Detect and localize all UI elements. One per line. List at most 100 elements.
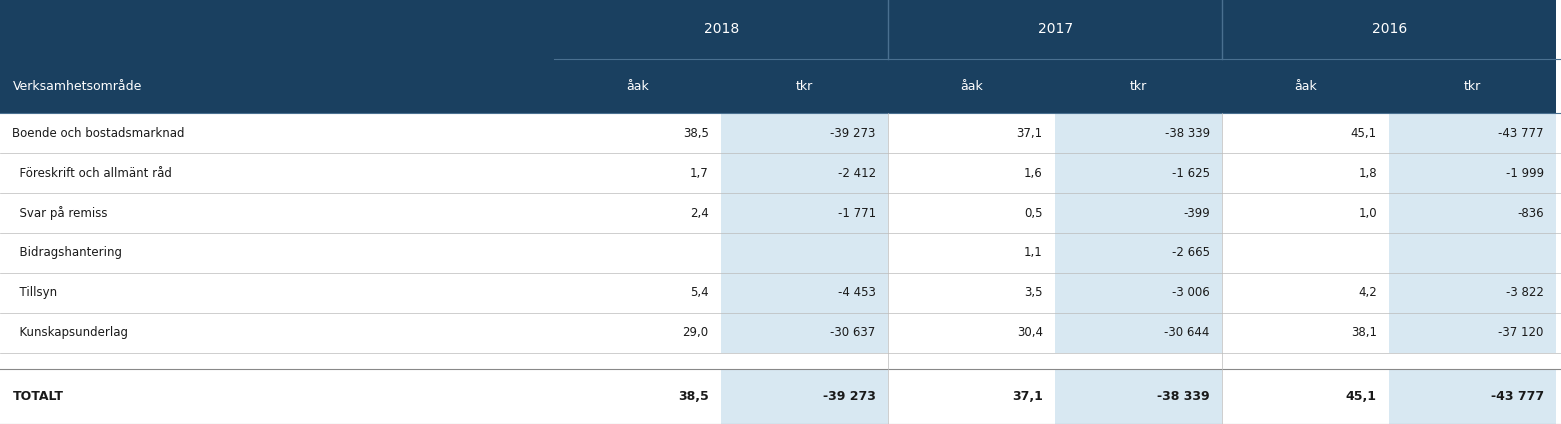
Text: 1,1: 1,1 [1024,246,1043,259]
Text: -4 453: -4 453 [838,286,876,299]
Text: Bidragshantering: Bidragshantering [12,246,122,259]
Bar [554,193,721,233]
Bar [888,273,1055,313]
Bar [721,369,888,424]
Text: Boende och bostadsmarknad: Boende och bostadsmarknad [12,127,186,140]
Bar [1389,313,1556,353]
Text: -3 006: -3 006 [1172,286,1210,299]
Bar [1055,59,1222,113]
Bar [888,193,1055,233]
Text: -30 644: -30 644 [1165,326,1210,339]
Text: -30 637: -30 637 [830,326,876,339]
Bar [0,273,554,313]
Text: 38,5: 38,5 [682,127,709,140]
Text: tkr: tkr [1130,80,1147,92]
Bar [1389,153,1556,193]
Bar [0,369,554,424]
Bar [0,313,554,353]
Bar [1222,193,1389,233]
Bar [1222,59,1389,113]
Text: -399: -399 [1183,206,1210,220]
Text: 38,5: 38,5 [677,390,709,403]
Text: 29,0: 29,0 [682,326,709,339]
Text: -2 665: -2 665 [1172,246,1210,259]
Text: 2017: 2017 [1038,22,1072,36]
Text: Kunskapsunderlag: Kunskapsunderlag [12,326,128,339]
Bar [1389,113,1556,153]
Text: tkr: tkr [1464,80,1481,92]
Bar [1055,153,1222,193]
Text: åak: åak [1294,80,1317,92]
Bar [1055,233,1222,273]
Text: åak: åak [626,80,649,92]
Bar [888,113,1055,153]
Bar [0,113,554,153]
Text: -1 625: -1 625 [1172,167,1210,180]
Text: -1 999: -1 999 [1506,167,1544,180]
Bar [888,59,1055,113]
Bar [721,113,888,153]
Bar [0,0,554,59]
Bar [0,153,554,193]
Bar [721,153,888,193]
Bar [0,233,554,273]
Text: Tillsyn: Tillsyn [12,286,58,299]
Bar [554,233,721,273]
Text: -39 273: -39 273 [830,127,876,140]
Bar [554,313,721,353]
Text: 1,6: 1,6 [1024,167,1043,180]
Bar [1389,273,1556,313]
Bar [888,233,1055,273]
Bar [1222,233,1389,273]
Text: 30,4: 30,4 [1016,326,1043,339]
Text: 5,4: 5,4 [690,286,709,299]
Text: -38 339: -38 339 [1157,390,1210,403]
Text: -43 777: -43 777 [1491,390,1544,403]
Bar [721,273,888,313]
Bar [1222,369,1389,424]
Bar [1222,113,1389,153]
Bar [888,369,1055,424]
Bar [1222,313,1389,353]
Text: Svar på remiss: Svar på remiss [12,206,108,220]
Text: 2018: 2018 [704,22,738,36]
Text: 45,1: 45,1 [1346,390,1377,403]
Bar [1055,273,1222,313]
Bar [554,153,721,193]
Bar [1222,153,1389,193]
Text: -836: -836 [1517,206,1544,220]
Bar [554,113,721,153]
Text: -37 120: -37 120 [1499,326,1544,339]
Bar [1055,313,1222,353]
Bar [1222,273,1389,313]
Bar [1389,59,1556,113]
Text: 1,7: 1,7 [690,167,709,180]
Text: -43 777: -43 777 [1499,127,1544,140]
Text: åak: åak [960,80,983,92]
Text: -39 273: -39 273 [823,390,876,403]
Bar [0,193,554,233]
Text: tkr: tkr [796,80,813,92]
Text: 37,1: 37,1 [1012,390,1043,403]
Bar [1222,0,1556,59]
Bar [721,193,888,233]
Text: -3 822: -3 822 [1506,286,1544,299]
Text: 2,4: 2,4 [690,206,709,220]
Bar [554,59,721,113]
Text: 1,0: 1,0 [1358,206,1377,220]
Text: -2 412: -2 412 [838,167,876,180]
Bar [554,273,721,313]
Text: 37,1: 37,1 [1016,127,1043,140]
Bar [554,0,888,59]
Bar [1055,369,1222,424]
Bar [1389,233,1556,273]
Text: 1,8: 1,8 [1358,167,1377,180]
Text: 4,2: 4,2 [1358,286,1377,299]
Text: TOTALT: TOTALT [12,390,64,403]
Bar [888,153,1055,193]
Bar [721,59,888,113]
Text: -1 771: -1 771 [838,206,876,220]
Text: Verksamhetsområde: Verksamhetsområde [12,80,142,92]
Text: -38 339: -38 339 [1165,127,1210,140]
Text: 3,5: 3,5 [1024,286,1043,299]
